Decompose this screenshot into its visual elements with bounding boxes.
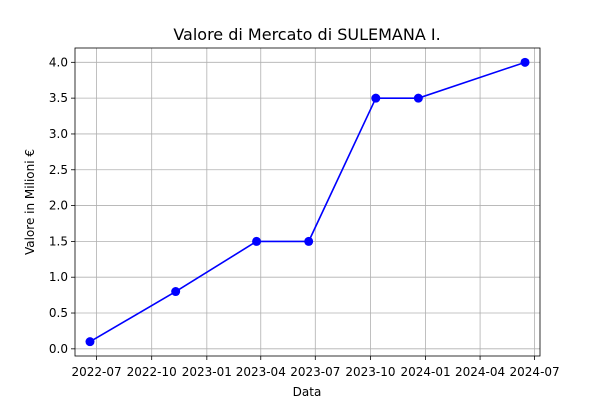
y-axis-label: Valore in Milioni € [23,149,37,255]
y-tick-label: 4.0 [49,55,68,69]
x-tick-label: 2024-01 [400,365,450,379]
y-axis: 0.0 0.5 1.0 1.5 2.0 2.5 3.0 3.5 4.0 [49,55,75,356]
y-tick-label: 0.0 [49,342,68,356]
y-tick-label: 2.0 [49,199,68,213]
x-tick-label: 2023-04 [236,365,286,379]
x-tick-label: 2023-07 [290,365,340,379]
y-tick-label: 3.0 [49,127,68,141]
y-tick-label: 3.5 [49,91,68,105]
data-point [85,337,95,347]
data-point [171,287,181,297]
data-point [413,93,423,103]
data-point [371,93,381,103]
chart-title: Valore di Mercato di SULEMANA I. [173,25,440,44]
x-tick-label: 2023-01 [182,365,232,379]
data-point [252,236,262,246]
x-tick-label: 2024-04 [455,365,505,379]
x-axis: 2022-07 2022-10 2023-01 2023-04 2023-07 2023-… [72,356,560,379]
x-tick-label: 2023-10 [345,365,395,379]
y-tick-label: 1.0 [49,270,68,284]
x-axis-label: Data [293,385,322,399]
x-tick-label: 2022-10 [127,365,177,379]
series-polyline [89,61,526,343]
data-point [520,57,530,67]
y-tick-label: 2.5 [49,163,68,177]
plot-frame [74,47,541,357]
series-line [85,57,530,347]
x-tick-label: 2024-07 [510,365,560,379]
x-tick-label: 2022-07 [72,365,122,379]
y-tick-label: 0.5 [49,306,68,320]
data-point [304,236,314,246]
y-tick-label: 1.5 [49,234,68,248]
